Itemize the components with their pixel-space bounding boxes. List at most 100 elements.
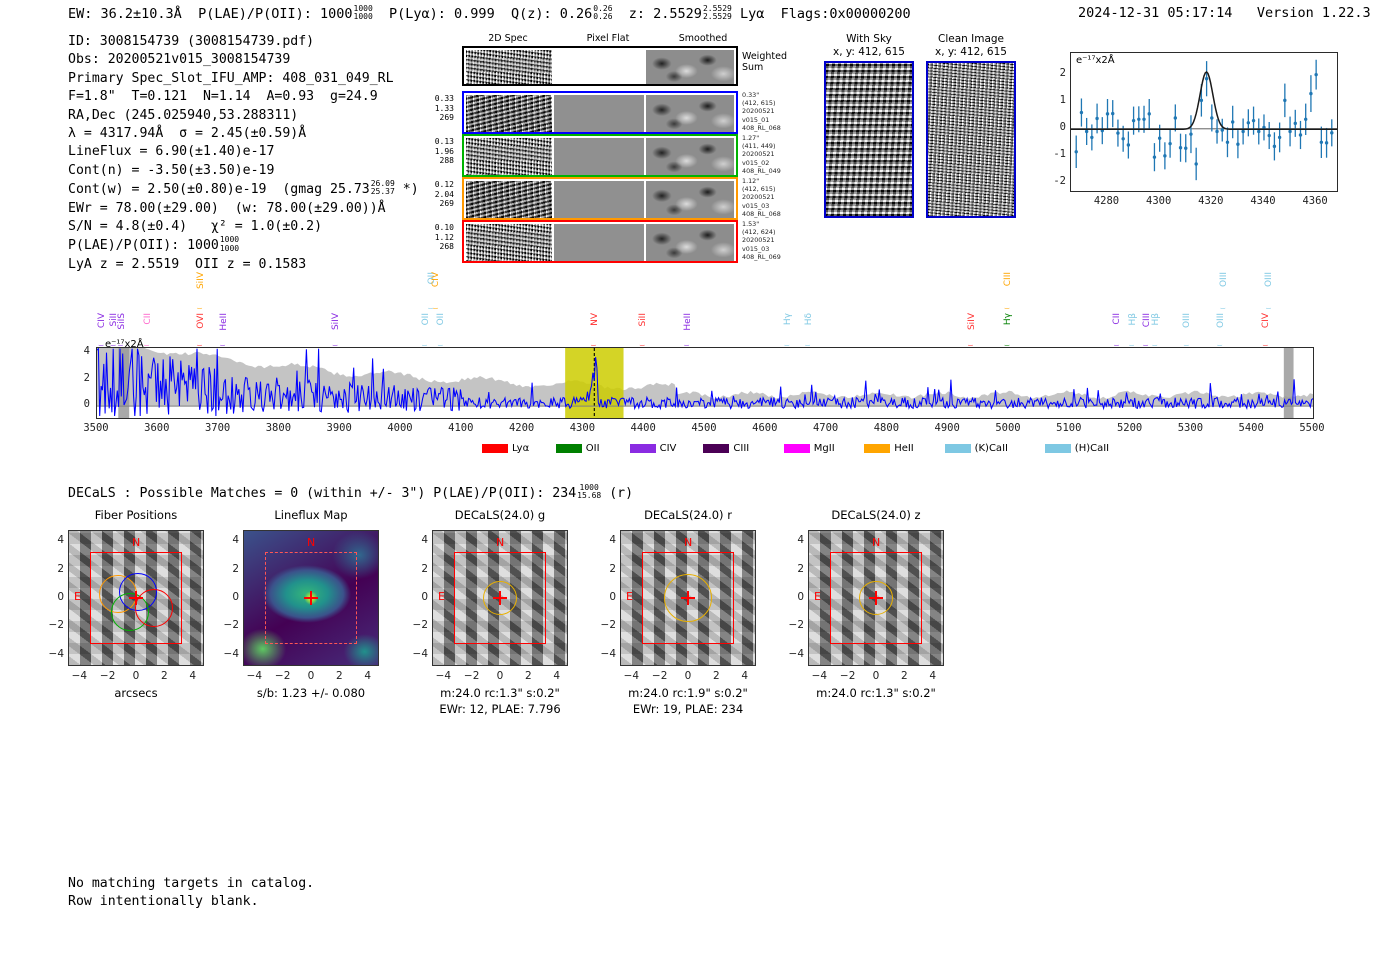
weighted-sum-2dspec: [466, 50, 552, 84]
cutout-with-sky: With Sky x, y: 412, 615: [824, 33, 914, 218]
zoomed-units-label: e⁻¹⁷x2Å: [1076, 55, 1115, 66]
decals-panel-caption-1: arcsecs: [114, 686, 158, 700]
panel-ytick: 4: [609, 534, 616, 547]
zoomed-xtick: 4360: [1302, 195, 1328, 207]
crosshair-vertical: [135, 591, 137, 605]
spectrum-line-label: OII: [436, 313, 447, 326]
zoomed-ytick: 0: [1059, 120, 1066, 133]
spectrum-xtick: 4800: [873, 422, 900, 434]
legend-swatch: [629, 443, 656, 453]
footer-line-2: Row intentionally blank.: [68, 894, 259, 910]
panel-ytick: 2: [232, 562, 239, 575]
panel-xtick: 4: [189, 670, 196, 682]
decals-panel-title: DECaLS(24.0) r: [644, 508, 732, 522]
spectrum-line-label: Hγ: [1003, 313, 1013, 326]
panel-xtick: −4: [246, 670, 263, 682]
montage-col-title-smoothed: Smoothed: [678, 33, 728, 44]
cardinal-north: N: [496, 536, 505, 549]
decals-panel-3: DECaLS(24.0) r N E −4 −4 −2 −2 0 0 2 2 4 4 m:24.0 rc:…: [601, 508, 800, 738]
panel-xtick: −2: [99, 670, 116, 682]
panel-xtick: −4: [811, 670, 828, 682]
spectrum-ytick: 2: [83, 371, 90, 384]
fiber-0-2dspec: [466, 95, 552, 132]
panel-xtick: 0: [307, 670, 315, 682]
legend-item: HeII: [864, 443, 914, 454]
info-radec: RA,Dec (245.025940,53.288311): [68, 107, 299, 123]
spectrum-line-tick: ⌣: [1183, 341, 1190, 351]
panel-ytick: 4: [232, 534, 239, 547]
legend-swatch: [944, 443, 971, 453]
spectrum-line-label: CIV: [97, 313, 108, 329]
spectrum-ytick: 0: [83, 398, 90, 411]
spectrum-xtick: 5500: [1299, 422, 1325, 434]
decals-header-band: (r): [609, 485, 634, 501]
cardinal-east: E: [74, 590, 81, 603]
aperture-circle: [483, 581, 517, 615]
decals-panel-0: Fiber Positions N E −4 −4 −2 −2 0 0 2 2 4 4 arcsecs: [49, 508, 248, 738]
header-flags: Flags:0x00000200: [780, 5, 911, 22]
fiber-row-meta-2: 1.12" (412, 615) 20200521 v015_03 408_RL…: [742, 177, 781, 218]
panel-xtick: 0: [684, 670, 692, 682]
header-qz-range: 0.26 0.26: [593, 4, 613, 22]
legend-item: CIV: [629, 443, 677, 454]
spectrum-line-tick: ⌣: [1219, 304, 1226, 314]
aperture-box: [642, 552, 734, 644]
fiber-3-pixelflat: [554, 224, 644, 261]
fiber-1-smoothed: [646, 138, 734, 175]
spectrum-xtick: 5200: [1116, 422, 1143, 434]
detection-info-block: ID: 3008154739 (3008154739.pdf) Obs: 202…: [68, 33, 419, 274]
spectrum-line-tick: ⌣: [219, 341, 226, 351]
spectrum-units-label: e⁻¹⁷x2Å: [105, 339, 144, 350]
cardinal-east: E: [438, 590, 445, 603]
panel-ytick: 4: [421, 534, 428, 547]
footer-line-1: No matching targets in catalog.: [68, 876, 315, 891]
header-summary-line: EW: 36.2±10.3Å P(LAE)/P(OII): 1000 1000 10…: [68, 4, 911, 22]
panel-ytick: −2: [788, 619, 804, 632]
spectrum-xtick: 4700: [812, 422, 839, 434]
legend-swatch: [703, 443, 730, 453]
panel-xtick: 4: [553, 670, 560, 682]
panel-ytick: 4: [797, 534, 804, 547]
header-ew: EW: 36.2±10.3Å: [68, 5, 182, 22]
spectrum-line-label: NV: [589, 313, 600, 326]
weighted-sum-pixelflat: [554, 50, 644, 84]
zoomed-xtick: 4280: [1093, 195, 1120, 207]
fiber-row-3: [462, 220, 738, 263]
spectrum-xtick: 5400: [1238, 422, 1264, 434]
fiber-row-stats-1: 0.13 1.96 288: [434, 137, 454, 166]
spectrum-xtick: 4300: [569, 422, 596, 434]
legend-label: CIV: [659, 443, 677, 454]
spectrum-line-tick: ⌣: [196, 304, 203, 314]
spectrum-line-label: SiII: [638, 313, 649, 327]
spectrum-line-tick: ⌣: [427, 304, 434, 314]
cutout-clean-title: Clean Image: [937, 33, 1005, 45]
weighted-sum-row: [462, 46, 738, 86]
spectrum-line-tick: ⌣: [196, 341, 203, 351]
header-z: z: 2.5529: [628, 5, 702, 22]
legend-swatch: [864, 443, 891, 453]
panel-xtick: 2: [524, 670, 532, 682]
cardinal-east: E: [626, 590, 633, 603]
spectrum-xtick: 4900: [934, 422, 960, 434]
fiber-2-smoothed: [646, 181, 734, 218]
legend-swatch: [482, 443, 508, 453]
cardinal-north: N: [684, 536, 693, 549]
fiber-row-1: [462, 134, 738, 177]
spectrum-line-tick: ⌣: [804, 341, 811, 351]
spectrum-line-label: OVI: [195, 313, 206, 329]
spectrum-xtick: 3800: [265, 422, 292, 434]
spectrum-line-tick: ⌣: [1216, 341, 1223, 351]
spectrum-line-label: SiIV: [195, 272, 206, 290]
crosshair-vertical: [499, 591, 501, 605]
spectrum-line-tick: ⌣: [421, 341, 428, 351]
cutout-clean-image: Clean Image x, y: 412, 615: [926, 33, 1016, 218]
decals-panel-title: Lineflux Map: [274, 508, 348, 522]
panel-xtick: 0: [872, 670, 880, 682]
full-spectrum-chart: CIV ⌣ SiII ⌣ SiIS ⌣ CII ⌣ SiIV ⌣ OVI ⌣ HeII ⌣ SiIV ⌣ OII…: [83, 270, 1326, 460]
spectrum-line-tick: ⌣: [1128, 341, 1135, 351]
spectrum-line-label: CIV: [1261, 313, 1272, 329]
info-redshifts: LyA z = 2.5519 OII z = 0.1583: [68, 256, 307, 272]
spectrum-line-label: CII: [142, 313, 153, 325]
spectrum-xtick: 5000: [995, 422, 1021, 434]
spectrum-line-label: Hβ: [1127, 313, 1138, 326]
